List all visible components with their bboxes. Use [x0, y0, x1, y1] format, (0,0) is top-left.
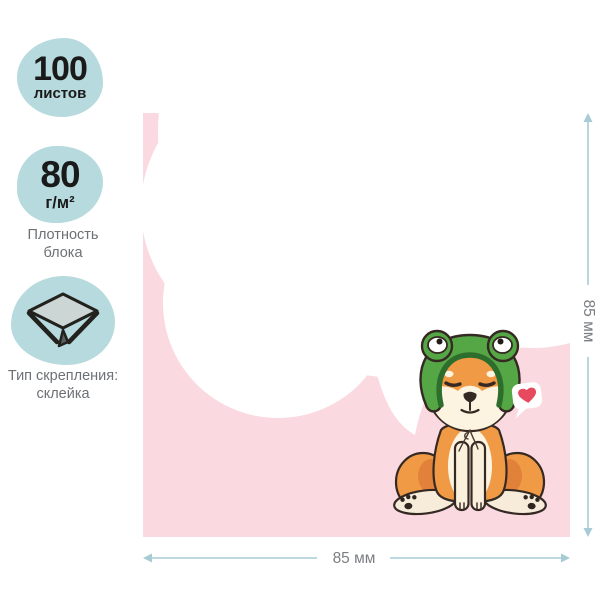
- glued-pad-icon: [26, 292, 100, 347]
- heart-icon: [518, 387, 537, 403]
- height-dimension-label: 85 мм: [580, 300, 597, 343]
- frog-eye-right: [486, 329, 520, 363]
- sticky-note: [143, 113, 570, 537]
- sheets-count-badge: 100 листов: [17, 38, 103, 117]
- density-caption: Плотность блока: [27, 227, 99, 261]
- density-badge: 80 г/м²: [17, 146, 103, 223]
- speech-bubble: [143, 113, 570, 435]
- binding-type-badge: [11, 276, 115, 365]
- frog-eye-left: [420, 329, 454, 363]
- shiba-illustration: [393, 329, 547, 516]
- sheets-count-unit: листов: [33, 84, 87, 102]
- binding-caption: Тип скрепления: склейка: [7, 368, 119, 402]
- note-illustration: [143, 113, 570, 516]
- width-dimension: 85 мм: [143, 550, 570, 567]
- density-value: 80: [40, 154, 80, 196]
- density-unit: г/м²: [45, 193, 75, 212]
- heart-speech-bubble: [511, 382, 543, 419]
- width-dimension-label: 85 мм: [333, 550, 376, 567]
- sheets-count-value: 100: [33, 49, 88, 88]
- height-dimension: 85 мм: [580, 113, 597, 537]
